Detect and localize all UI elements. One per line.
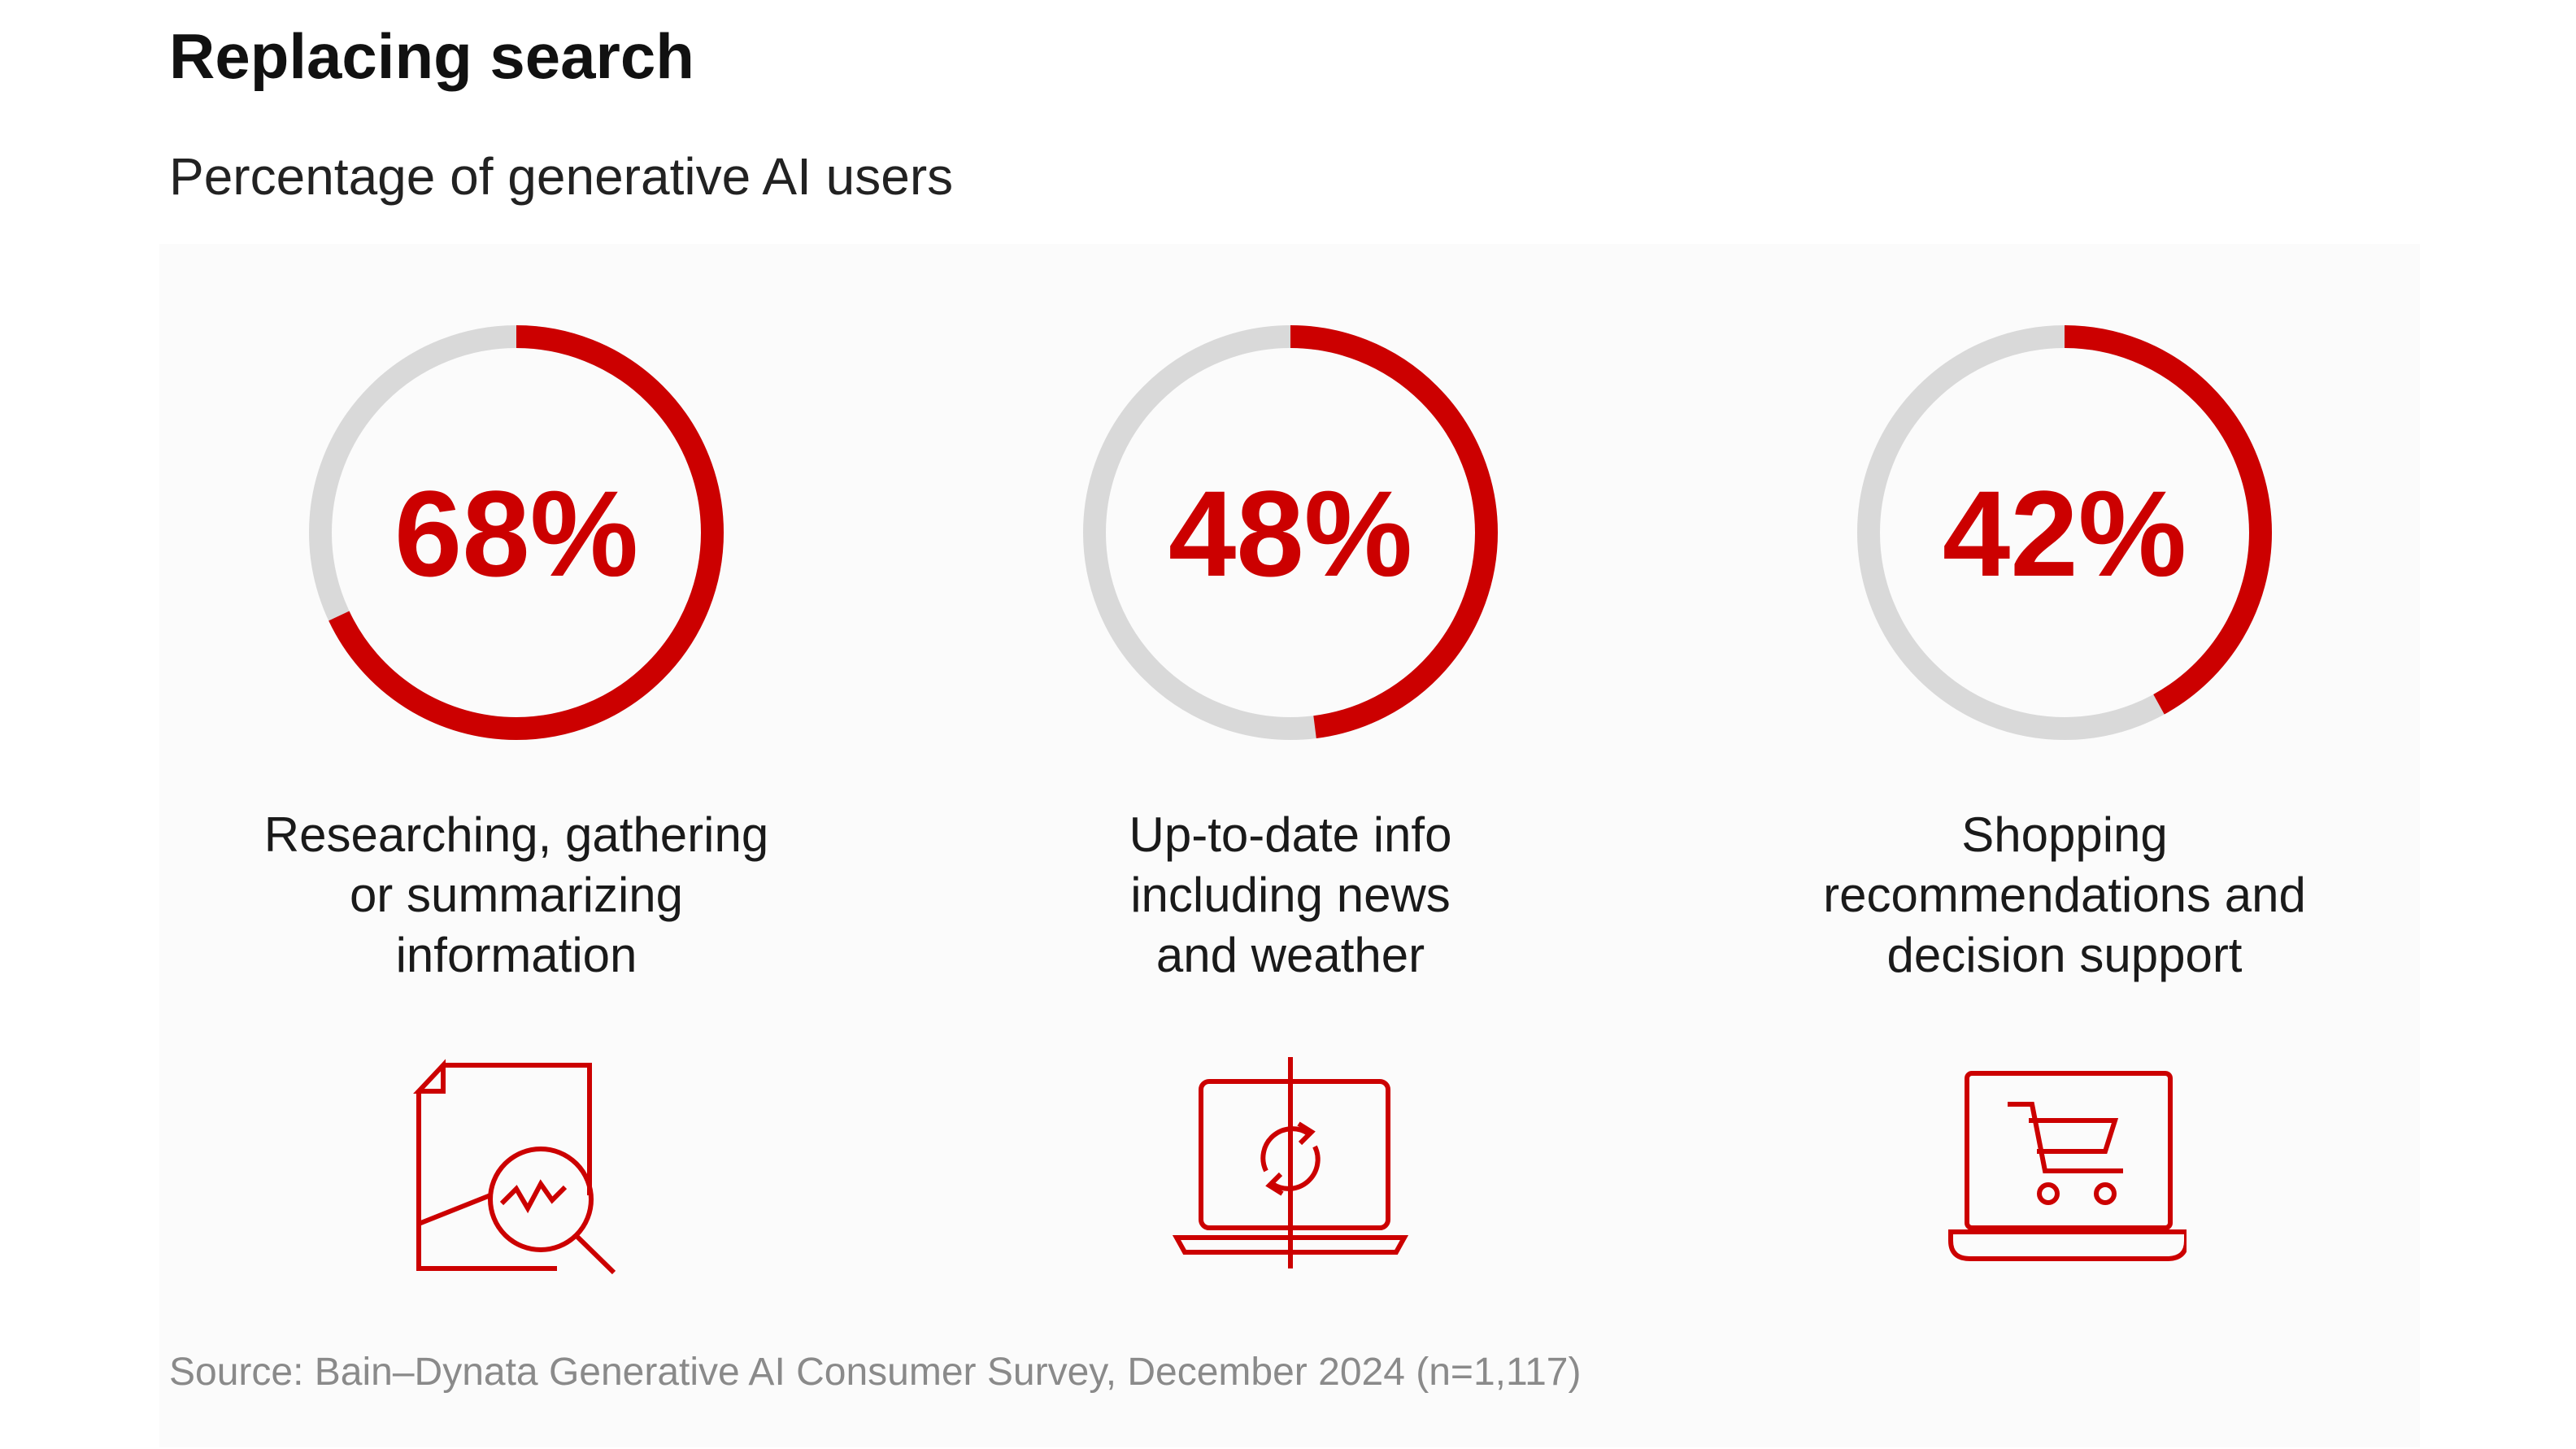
- category-label: Shopping recommendations and decision su…: [1699, 805, 2430, 986]
- laptop-refresh-icon: [1172, 1057, 1409, 1268]
- donut-arc-value: [1857, 325, 2272, 740]
- donut-arc-value: [1083, 325, 1498, 740]
- category-label-line: Researching, gathering: [263, 807, 769, 862]
- percent-label: 42%: [1943, 465, 2187, 602]
- category-label-line: or summarizing: [349, 868, 684, 922]
- category-label-line: and weather: [1155, 928, 1425, 982]
- category-label-line: recommendations and: [1823, 868, 2306, 922]
- category-label: Up-to-date info including news and weath…: [925, 805, 1656, 986]
- category-label-line: information: [395, 928, 637, 982]
- category-label: Researching, gathering or summarizing in…: [150, 805, 882, 986]
- percent-label: 68%: [394, 465, 638, 602]
- category-label-line: Up-to-date info: [1129, 807, 1452, 862]
- donut-arc-value: [309, 325, 724, 740]
- chart-subtitle: Percentage of generative AI users: [169, 147, 954, 206]
- laptop-shopping-cart-icon: [1948, 1071, 2187, 1261]
- document-search-chart-icon: [413, 1059, 616, 1275]
- chart-title: Replacing search: [169, 20, 694, 92]
- percent-label: 48%: [1168, 465, 1412, 602]
- stat-card-researching: 68% Researching, gathering or summarizin…: [150, 317, 882, 1309]
- donut-ring-researching: 68%: [309, 325, 724, 740]
- stat-card-shopping: 42% Shopping recommendations and decisio…: [1699, 317, 2430, 1309]
- category-label-line: including news: [1130, 868, 1451, 922]
- source-note: Source: Bain–Dynata Generative AI Consum…: [169, 1351, 1582, 1394]
- category-label-line: decision support: [1886, 928, 2243, 982]
- donut-ring-news: 48%: [1083, 325, 1498, 740]
- stat-card-news: 48% Up-to-date info including news and w…: [925, 317, 1656, 1309]
- donut-ring-shopping: 42%: [1857, 325, 2272, 740]
- category-label-line: Shopping: [1961, 807, 2168, 862]
